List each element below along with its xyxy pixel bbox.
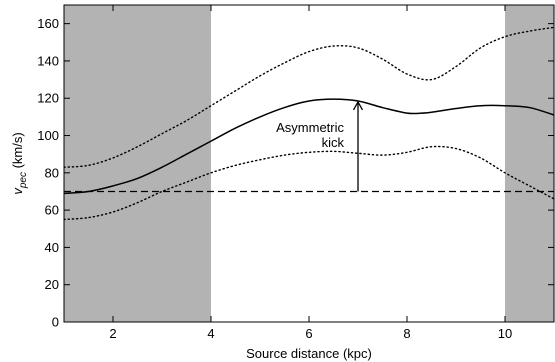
shaded-region-2 — [505, 5, 554, 322]
y-axis-label-subscript: pec — [18, 172, 29, 189]
y-axis-label-unit: (km/s) — [10, 132, 25, 172]
x-tick-label: 10 — [498, 326, 512, 341]
x-tick-label: 4 — [207, 326, 214, 341]
dotted-line-3 — [64, 145, 554, 221]
series-lines — [64, 26, 554, 221]
y-tick-label: 20 — [45, 277, 59, 292]
kick-arrow-head — [352, 100, 364, 111]
y-axis-label-symbol: v — [10, 187, 25, 195]
solid-line-1 — [64, 98, 554, 195]
annotation-text-line-1: Asymmetric — [276, 120, 344, 135]
y-axis-label: vpec (km/s) — [10, 132, 29, 194]
y-tick-label: 160 — [37, 16, 59, 31]
y-tick-label: 40 — [45, 240, 59, 255]
shaded-regions — [64, 5, 554, 322]
x-tick-label: 6 — [305, 326, 312, 341]
y-tick-label: 140 — [37, 53, 59, 68]
y-tick-label: 60 — [45, 203, 59, 218]
y-tick-label: 0 — [52, 315, 59, 330]
y-tick-label: 120 — [37, 91, 59, 106]
x-tick-label: 2 — [109, 326, 116, 341]
y-tick-label: 100 — [37, 128, 59, 143]
x-axis-label: Source distance (kpc) — [246, 346, 372, 361]
dotted-line-2 — [64, 26, 554, 168]
annotation-text-line-2: kick — [322, 135, 345, 150]
y-tick-label: 80 — [45, 165, 59, 180]
shaded-region-1 — [64, 5, 211, 322]
x-tick-label: 8 — [403, 326, 410, 341]
